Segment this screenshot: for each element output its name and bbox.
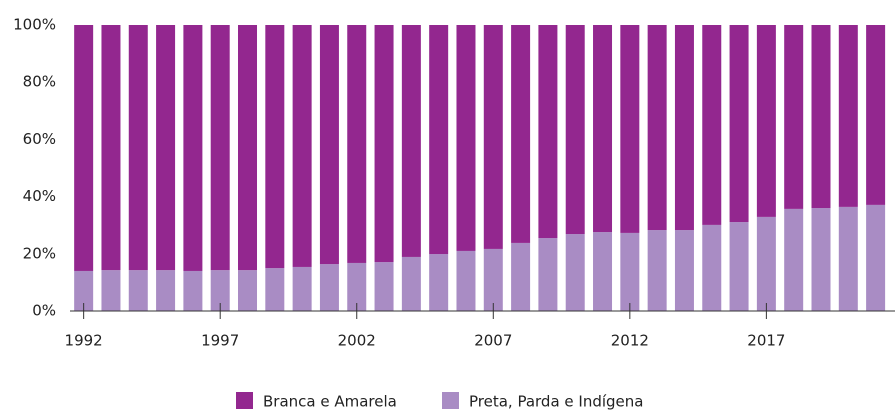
bar-segment: [620, 232, 640, 311]
bar-segment: [347, 262, 367, 311]
bar-segment: [183, 270, 203, 311]
bar-segment: [210, 270, 230, 311]
x-tick-label: 2012: [611, 332, 649, 350]
bar-segment: [483, 25, 503, 249]
bar-segment: [101, 270, 121, 311]
y-tick-label: 20%: [23, 244, 56, 262]
bar-segment: [756, 25, 776, 217]
y-tick-label: 80%: [23, 73, 56, 91]
bar-segment: [838, 206, 858, 311]
bar-segment: [538, 25, 558, 239]
bar-segment: [156, 270, 176, 311]
bar-segment: [210, 25, 230, 271]
bar-segment: [674, 25, 694, 231]
bar-segment: [620, 25, 640, 233]
bar-segment: [784, 25, 804, 209]
bar-segment: [238, 25, 258, 271]
bar-segment: [374, 25, 394, 263]
bar-segment: [429, 254, 449, 311]
bar-segment: [647, 25, 667, 231]
bar-segment: [74, 270, 94, 311]
bar-segment: [811, 208, 831, 311]
bar-segment: [429, 25, 449, 255]
bar-segment: [128, 270, 148, 311]
bar-segment: [101, 25, 121, 271]
x-tick-label: 2002: [338, 332, 376, 350]
bar-segment: [702, 224, 722, 311]
bar-segment: [401, 25, 421, 257]
y-tick-label: 60%: [23, 130, 56, 148]
bar-segment: [565, 234, 585, 311]
bar-segment: [374, 262, 394, 311]
bar-segment: [647, 230, 667, 311]
bar-segment: [128, 25, 148, 271]
bar-segment: [319, 25, 339, 265]
legend-label: Branca e Amarela: [263, 393, 397, 410]
bar-segment: [702, 25, 722, 225]
bar-segment: [593, 25, 613, 233]
bar-segment: [674, 230, 694, 311]
bar-segment: [784, 208, 804, 311]
bar-segment: [156, 25, 176, 271]
y-tick-label: 0%: [32, 302, 56, 320]
bar-segment: [593, 232, 613, 311]
bar-segment: [265, 25, 285, 269]
bar-segment: [511, 242, 531, 311]
bar-segment: [265, 268, 285, 311]
x-tick-label: 1992: [65, 332, 103, 350]
bar-segment: [838, 25, 858, 207]
bar-segment: [292, 266, 312, 311]
bar-segment: [866, 25, 886, 205]
y-tick-label: 40%: [23, 187, 56, 205]
bar-segment: [756, 216, 776, 311]
legend-swatch: [236, 392, 253, 409]
y-tick-label: 100%: [13, 16, 56, 34]
bar-segment: [565, 25, 585, 235]
bar-segment: [347, 25, 367, 263]
bar-segment: [729, 222, 749, 311]
bar-segment: [456, 25, 476, 251]
legend-label: Preta, Parda e Indígena: [469, 393, 643, 410]
bar-segment: [511, 25, 531, 243]
bar-segment: [319, 264, 339, 311]
bar-segment: [483, 248, 503, 311]
bar-segment: [811, 25, 831, 209]
bar-segment: [401, 256, 421, 311]
x-tick-label: 2007: [474, 332, 512, 350]
x-tick-label: 1997: [201, 332, 239, 350]
bar-segment: [866, 204, 886, 311]
bar-segment: [74, 25, 94, 271]
legend-swatch: [442, 392, 459, 409]
bar-segment: [729, 25, 749, 223]
bar-segment: [456, 250, 476, 311]
x-tick-label: 2017: [747, 332, 785, 350]
bar-segment: [538, 238, 558, 311]
bar-segment: [292, 25, 312, 267]
bar-segment: [183, 25, 203, 271]
bar-segment: [238, 270, 258, 311]
